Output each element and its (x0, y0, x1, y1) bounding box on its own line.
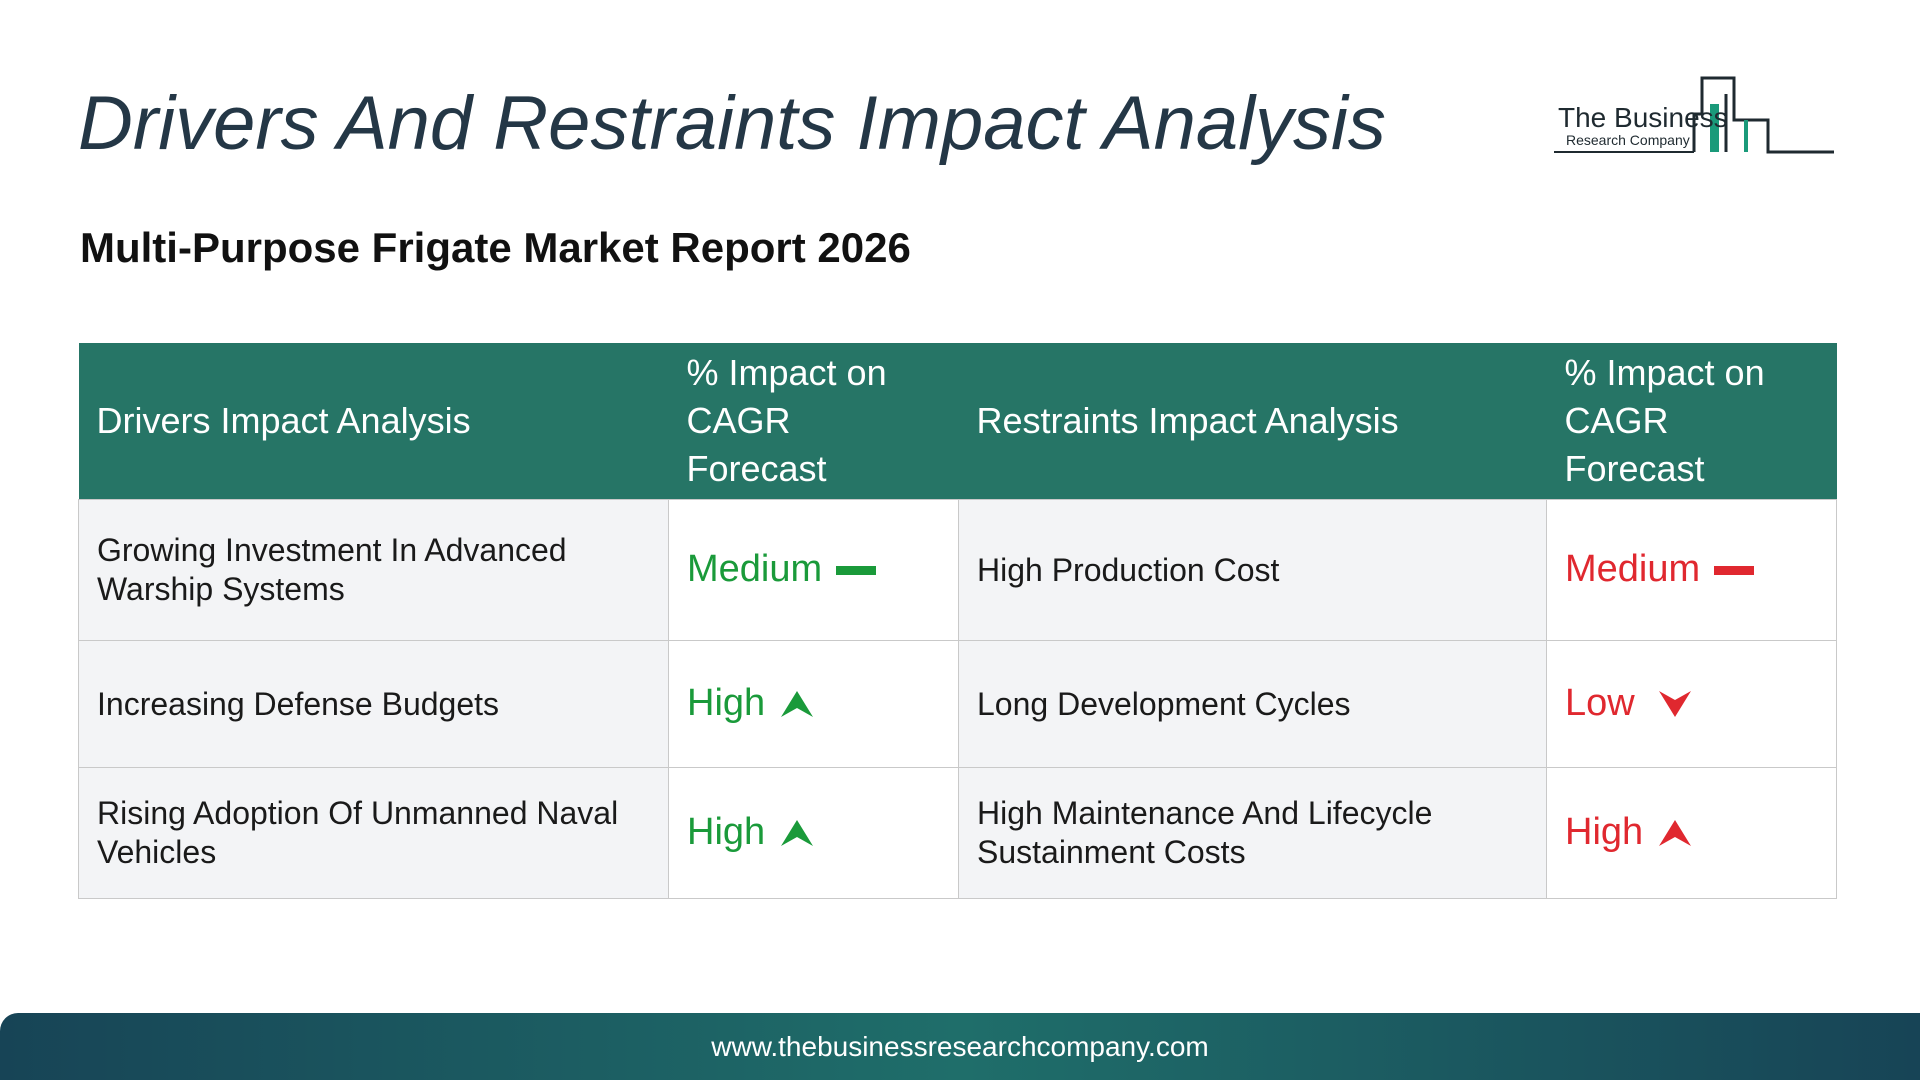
table-row: Rising Adoption Of Unmanned Naval Vehicl… (78, 767, 1837, 899)
table-row: Growing Investment In Advanced Warship S… (78, 499, 1837, 641)
header-restraints-impact-line2: CAGR Forecast (1564, 400, 1705, 489)
header-restraints: Restraints Impact Analysis (958, 343, 1547, 500)
report-subtitle: Multi-Purpose Frigate Market Report 2026 (80, 224, 911, 271)
dash-icon (1714, 565, 1755, 575)
dash-icon (836, 565, 877, 575)
driver-impact-cell: Medium (668, 499, 959, 641)
header-drivers-impact-line1: % Impact on (686, 352, 887, 393)
up-arrow-icon (781, 819, 814, 846)
table-header-row: Drivers Impact Analysis % Impact on CAGR… (78, 343, 1837, 500)
company-logo: The Business Research Company (1552, 64, 1842, 160)
driver-cell: Increasing Defense Budgets (78, 640, 669, 768)
restraint-impact-label: High (1565, 811, 1644, 853)
driver-impact-label: Medium (687, 548, 823, 590)
logo-tagline: Research Company (1566, 132, 1690, 148)
restraint-impact-label: Medium (1565, 548, 1701, 590)
restraint-impact-value: Low (1565, 684, 1693, 723)
restraint-impact-value: High (1565, 813, 1693, 852)
driver-impact-value: High (687, 813, 815, 852)
driver-impact-cell: High (668, 640, 959, 768)
driver-impact-cell: High (668, 767, 959, 899)
header-restraints-impact: % Impact on CAGR Forecast (1546, 343, 1837, 500)
restraint-impact-cell: Low (1546, 640, 1837, 768)
driver-impact-label: High (687, 811, 766, 853)
logo-name: The Business (1558, 102, 1728, 133)
driver-impact-value: Medium (687, 548, 877, 590)
page-title: Drivers And Restraints Impact Analysis (78, 81, 1386, 166)
driver-cell: Rising Adoption Of Unmanned Naval Vehicl… (78, 767, 669, 899)
restraint-impact-value: Medium (1565, 548, 1755, 590)
table-row: Increasing Defense Budgets High Long Dev… (78, 640, 1837, 768)
driver-cell: Growing Investment In Advanced Warship S… (78, 499, 669, 641)
up-arrow-icon (1659, 819, 1692, 846)
restraint-cell: Long Development Cycles (958, 640, 1547, 768)
restraint-cell: High Maintenance And Lifecycle Sustainme… (958, 767, 1547, 899)
down-arrow-icon (1658, 690, 1691, 717)
footer-url-link[interactable]: www.thebusinessresearchcompany.com (711, 1031, 1209, 1062)
up-arrow-icon (781, 690, 814, 717)
header-restraints-impact-line1: % Impact on (1564, 352, 1765, 393)
header-drivers-impact: % Impact on CAGR Forecast (668, 343, 959, 500)
header-drivers-impact-line2: CAGR Forecast (686, 400, 827, 489)
driver-impact-value: High (687, 684, 815, 723)
header-drivers: Drivers Impact Analysis (78, 343, 669, 500)
driver-impact-label: High (687, 682, 766, 724)
restraint-cell: High Production Cost (958, 499, 1547, 641)
restraint-impact-cell: High (1546, 767, 1837, 899)
logo-bars-icon (1554, 76, 1834, 154)
impact-table: Drivers Impact Analysis % Impact on CAGR… (78, 343, 1837, 899)
footer-bar: www.thebusinessresearchcompany.com (0, 1013, 1920, 1080)
restraint-impact-label: Low (1565, 682, 1635, 724)
restraint-impact-cell: Medium (1546, 499, 1837, 641)
